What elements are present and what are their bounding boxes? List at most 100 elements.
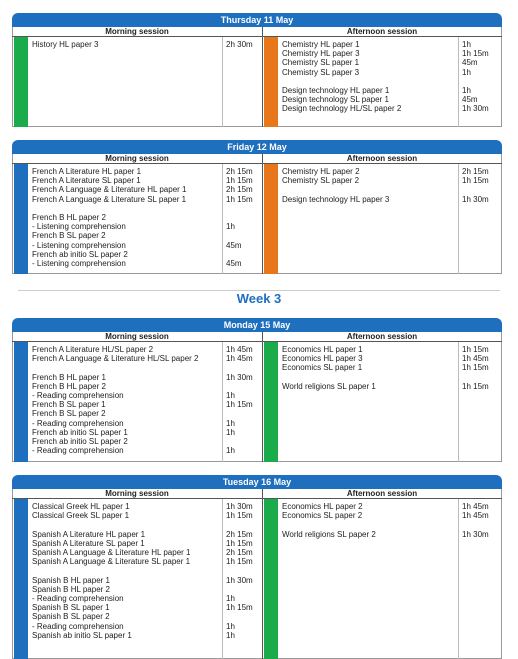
paper-name: French A Language & Literature HL/SL pap…: [32, 354, 199, 364]
paper-name: Classical Greek SL paper 1: [32, 511, 130, 521]
paper-name: Spanish A Language & Literature SL paper…: [32, 557, 191, 567]
session-header: Morning session: [12, 489, 262, 499]
paper-name: - Reading comprehension: [32, 446, 124, 456]
paper-duration: 1h 45m: [462, 511, 489, 521]
session-header: Morning session: [12, 154, 262, 164]
paper-name: French B HL paper 1: [32, 372, 106, 382]
session-divider: [262, 332, 263, 462]
day-box: [12, 27, 502, 127]
paper-duration: 1h: [226, 621, 235, 631]
paper-duration: 1h: [226, 391, 235, 400]
paper-duration: 1h 15m: [462, 381, 489, 391]
paper-name: Economics SL paper 2: [282, 511, 363, 521]
session-header: Afternoon session: [262, 332, 502, 342]
paper-name: - Listening comprehension: [32, 222, 126, 232]
day-header: Monday 15 May: [12, 318, 502, 332]
paper-duration: 1h: [226, 630, 235, 640]
paper-name: French ab initio SL paper 1: [32, 427, 128, 437]
paper-duration: 1h 15m: [226, 194, 253, 204]
paper-duration: 1h: [226, 446, 235, 456]
paper-name: Spanish A Language & Literature HL paper…: [32, 548, 191, 557]
paper-duration: 1h: [226, 594, 235, 603]
session-color-bar: [14, 164, 28, 274]
paper-duration: 2h 15m: [462, 167, 489, 176]
paper-duration: 1h 15m: [226, 176, 253, 186]
session-header: Afternoon session: [262, 27, 502, 37]
paper-duration: 1h 15m: [226, 603, 253, 613]
session-color-bar: [264, 37, 278, 127]
day-header: Tuesday 16 May: [12, 475, 502, 489]
paper-duration: 1h: [462, 86, 471, 95]
paper-name: French A Literature HL paper 1: [32, 167, 142, 176]
paper-name: French A Language & Literature HL paper …: [32, 185, 187, 195]
paper-duration: 2h 15m: [226, 529, 253, 539]
paper-duration: 1h 15m: [462, 345, 489, 354]
column-divider: [222, 499, 223, 659]
paper-duration: 1h 15m: [226, 538, 253, 548]
paper-name: Economics HL paper 3: [282, 354, 363, 364]
paper-duration: 1h 15m: [226, 511, 253, 521]
paper-duration: 2h 15m: [226, 548, 253, 557]
paper-name: Design technology HL/SL paper 2: [282, 104, 402, 114]
paper-name: History HL paper 3: [32, 40, 99, 49]
column-divider: [222, 342, 223, 462]
paper-duration: 1h 15m: [462, 363, 489, 373]
paper-name: French B SL paper 2: [32, 231, 106, 241]
paper-name: Chemistry SL paper 3: [282, 67, 360, 77]
paper-name: French A Literature SL paper 1: [32, 176, 141, 186]
paper-duration: 1h 30m: [462, 529, 489, 539]
paper-duration: 45m: [462, 95, 478, 105]
paper-name: French B HL paper 2: [32, 381, 106, 391]
paper-name: Economics HL paper 2: [282, 502, 363, 511]
paper-name: Design technology HL paper 3: [282, 194, 390, 204]
paper-name: Spanish ab initio SL paper 1: [32, 630, 132, 640]
paper-name: Chemistry HL paper 3: [282, 49, 360, 59]
paper-name: Classical Greek HL paper 1: [32, 502, 130, 511]
day-box: [12, 332, 502, 462]
paper-name: French ab initio SL paper 2: [32, 249, 128, 259]
paper-name: French B HL paper 2: [32, 213, 106, 222]
paper-name: Spanish A Literature HL paper 1: [32, 529, 146, 539]
day-header: Friday 12 May: [12, 140, 502, 154]
paper-name: - Listening comprehension: [32, 259, 126, 268]
paper-duration: 1h: [462, 67, 471, 77]
paper-name: Chemistry HL paper 1: [282, 40, 360, 49]
column-divider: [458, 499, 459, 659]
paper-name: Spanish B HL paper 1: [32, 575, 110, 585]
paper-name: - Reading comprehension: [32, 391, 124, 400]
paper-name: French B SL paper 1: [32, 400, 106, 410]
column-divider: [458, 164, 459, 274]
paper-duration: 1h 15m: [226, 400, 253, 410]
column-divider: [458, 37, 459, 127]
paper-duration: 1h: [226, 418, 235, 428]
paper-duration: 1h 30m: [226, 502, 253, 511]
session-color-bar: [264, 342, 278, 462]
paper-duration: 45m: [226, 240, 242, 250]
paper-name: Chemistry HL paper 2: [282, 167, 360, 176]
paper-duration: 1h 15m: [462, 49, 489, 59]
paper-duration: 1h 45m: [226, 354, 253, 364]
paper-duration: 1h 30m: [462, 104, 489, 114]
paper-name: Design technology SL paper 1: [282, 95, 389, 105]
paper-duration: 45m: [226, 259, 242, 268]
session-color-bar: [14, 342, 28, 462]
paper-name: French B SL paper 2: [32, 409, 106, 419]
paper-name: - Reading comprehension: [32, 418, 124, 428]
column-divider: [222, 164, 223, 274]
paper-duration: 1h 15m: [226, 557, 253, 567]
paper-name: Economics SL paper 1: [282, 363, 363, 373]
paper-name: Chemistry SL paper 2: [282, 176, 360, 186]
week-heading: Week 3: [236, 291, 282, 306]
paper-duration: 1h: [226, 222, 235, 232]
paper-duration: 1h 15m: [462, 176, 489, 186]
paper-duration: 2h 15m: [226, 167, 253, 176]
paper-name: Spanish B SL paper 1: [32, 603, 110, 613]
session-header: Morning session: [12, 27, 262, 37]
session-divider: [262, 27, 263, 127]
paper-name: French ab initio SL paper 2: [32, 437, 128, 446]
column-divider: [222, 37, 223, 127]
paper-name: Spanish B SL paper 2: [32, 612, 110, 622]
paper-duration: 1h 30m: [462, 194, 489, 204]
paper-duration: 1h 30m: [226, 575, 253, 585]
